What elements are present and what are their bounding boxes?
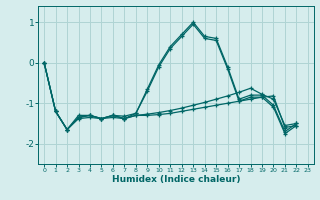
X-axis label: Humidex (Indice chaleur): Humidex (Indice chaleur) <box>112 175 240 184</box>
